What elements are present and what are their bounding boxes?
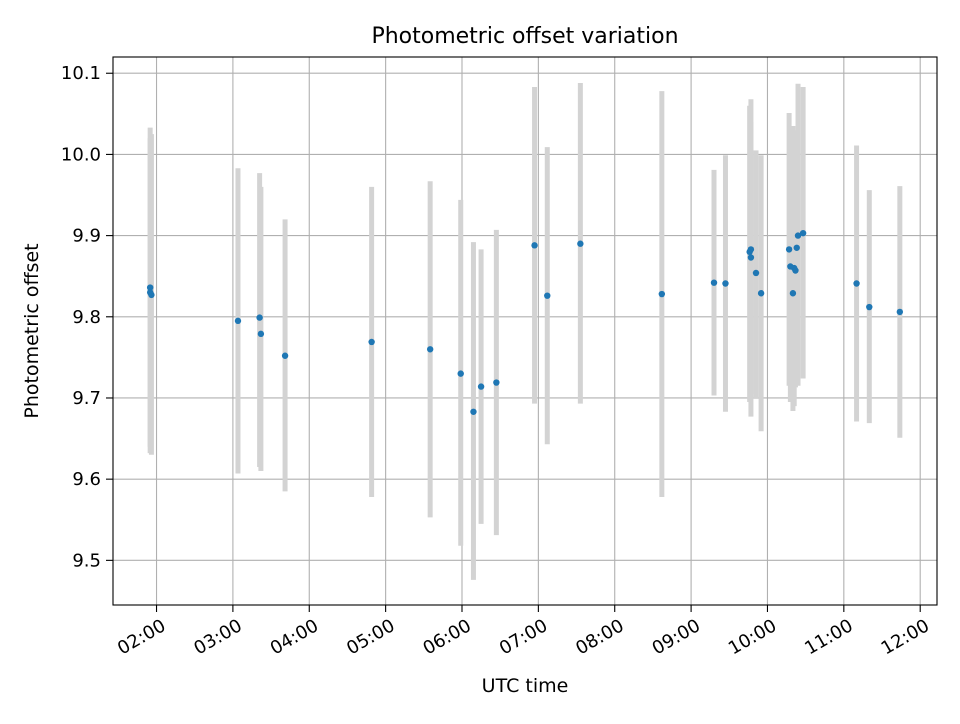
y-tick-label: 9.8 bbox=[72, 307, 101, 328]
data-point bbox=[544, 292, 551, 299]
data-point bbox=[793, 244, 800, 251]
y-tick-label: 10.1 bbox=[61, 63, 101, 84]
data-point bbox=[794, 232, 802, 239]
data-point bbox=[470, 408, 477, 415]
chart-title: Photometric offset variation bbox=[371, 24, 678, 49]
data-point bbox=[234, 317, 242, 325]
grid-lines bbox=[113, 57, 937, 605]
data-point bbox=[148, 291, 155, 299]
data-point bbox=[426, 346, 434, 353]
y-axis-ticks: 9.5 9.6 9.7 9.8 9.9 10.0 10.1 bbox=[61, 63, 113, 571]
y-tick-label: 9.5 bbox=[72, 550, 101, 571]
data-point bbox=[747, 246, 755, 253]
data-point bbox=[785, 246, 793, 253]
data-point bbox=[493, 379, 500, 386]
data-point bbox=[853, 280, 860, 287]
plot-frame bbox=[112, 56, 938, 606]
y-tick-label: 9.6 bbox=[72, 469, 101, 490]
y-tick-label: 10.0 bbox=[61, 144, 101, 165]
data-point bbox=[792, 267, 799, 274]
data-point bbox=[658, 290, 666, 298]
data-point bbox=[710, 279, 718, 286]
data-point bbox=[722, 280, 729, 287]
y-axis-label: Photometric offset bbox=[21, 243, 43, 418]
data-point bbox=[368, 338, 375, 346]
data-point bbox=[477, 383, 485, 390]
data-point bbox=[747, 254, 755, 261]
data-point bbox=[577, 240, 584, 247]
data-point bbox=[752, 269, 760, 277]
x-axis-label: UTC time bbox=[482, 675, 569, 697]
data-point bbox=[281, 352, 289, 359]
data-point bbox=[799, 229, 807, 237]
data-point bbox=[146, 284, 154, 291]
y-tick-label: 9.7 bbox=[72, 388, 101, 409]
data-point bbox=[256, 314, 263, 321]
data-point bbox=[457, 370, 464, 377]
data-point bbox=[257, 330, 265, 338]
data-point bbox=[789, 290, 797, 297]
data-point bbox=[531, 242, 538, 249]
data-point bbox=[866, 303, 873, 311]
data-point bbox=[896, 308, 904, 316]
data-points bbox=[146, 229, 904, 415]
y-tick-label: 9.9 bbox=[72, 226, 101, 247]
data-point bbox=[757, 290, 765, 297]
